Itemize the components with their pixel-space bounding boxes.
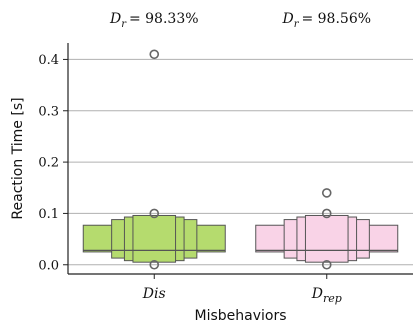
outlier-point	[321, 188, 332, 198]
x-tick-label-sub: rep	[323, 292, 342, 305]
outlier-point	[149, 259, 160, 270]
annotation-symbol: D	[109, 11, 121, 27]
outlier-point	[321, 259, 332, 270]
x-axis-title: Misbehaviors	[194, 308, 286, 324]
letter-value-group	[255, 188, 399, 270]
y-tick-label: 0.0	[38, 258, 59, 273]
letter-value-box	[132, 214, 177, 263]
letter-value-group	[82, 49, 226, 270]
y-tick-label: 0.4	[38, 53, 59, 68]
y-tick-label: 0.1	[38, 207, 59, 222]
annotation-subscript: r	[294, 19, 300, 30]
grid-lines	[68, 58, 413, 266]
axes: 0.0 0.1 0.2 0.3 0.4	[38, 43, 413, 279]
y-tick-label: 0.2	[38, 156, 59, 171]
x-tick-label: Dis	[142, 286, 166, 302]
annotation-value: = 98.56%	[301, 11, 371, 27]
boxes-layer	[82, 49, 399, 270]
letter-value-box	[304, 214, 349, 263]
retention-annotation: Dr = 98.33%	[109, 11, 199, 30]
x-tick-label-main: Dis	[142, 286, 166, 302]
retention-annotation: Dr = 98.56%	[281, 11, 371, 30]
y-tick-label: 0.3	[38, 104, 59, 119]
annotation-value: = 98.33%	[129, 11, 199, 27]
x-tick-label-main: D	[311, 286, 323, 302]
outlier-point	[149, 208, 160, 219]
annotation-subscript: r	[121, 19, 127, 30]
y-axis-title: Reaction Time [s]	[10, 97, 26, 219]
x-tick-label: Drep	[311, 286, 342, 305]
outlier-point	[321, 208, 332, 219]
annotation-symbol: D	[281, 11, 293, 27]
outlier-point	[149, 49, 160, 60]
